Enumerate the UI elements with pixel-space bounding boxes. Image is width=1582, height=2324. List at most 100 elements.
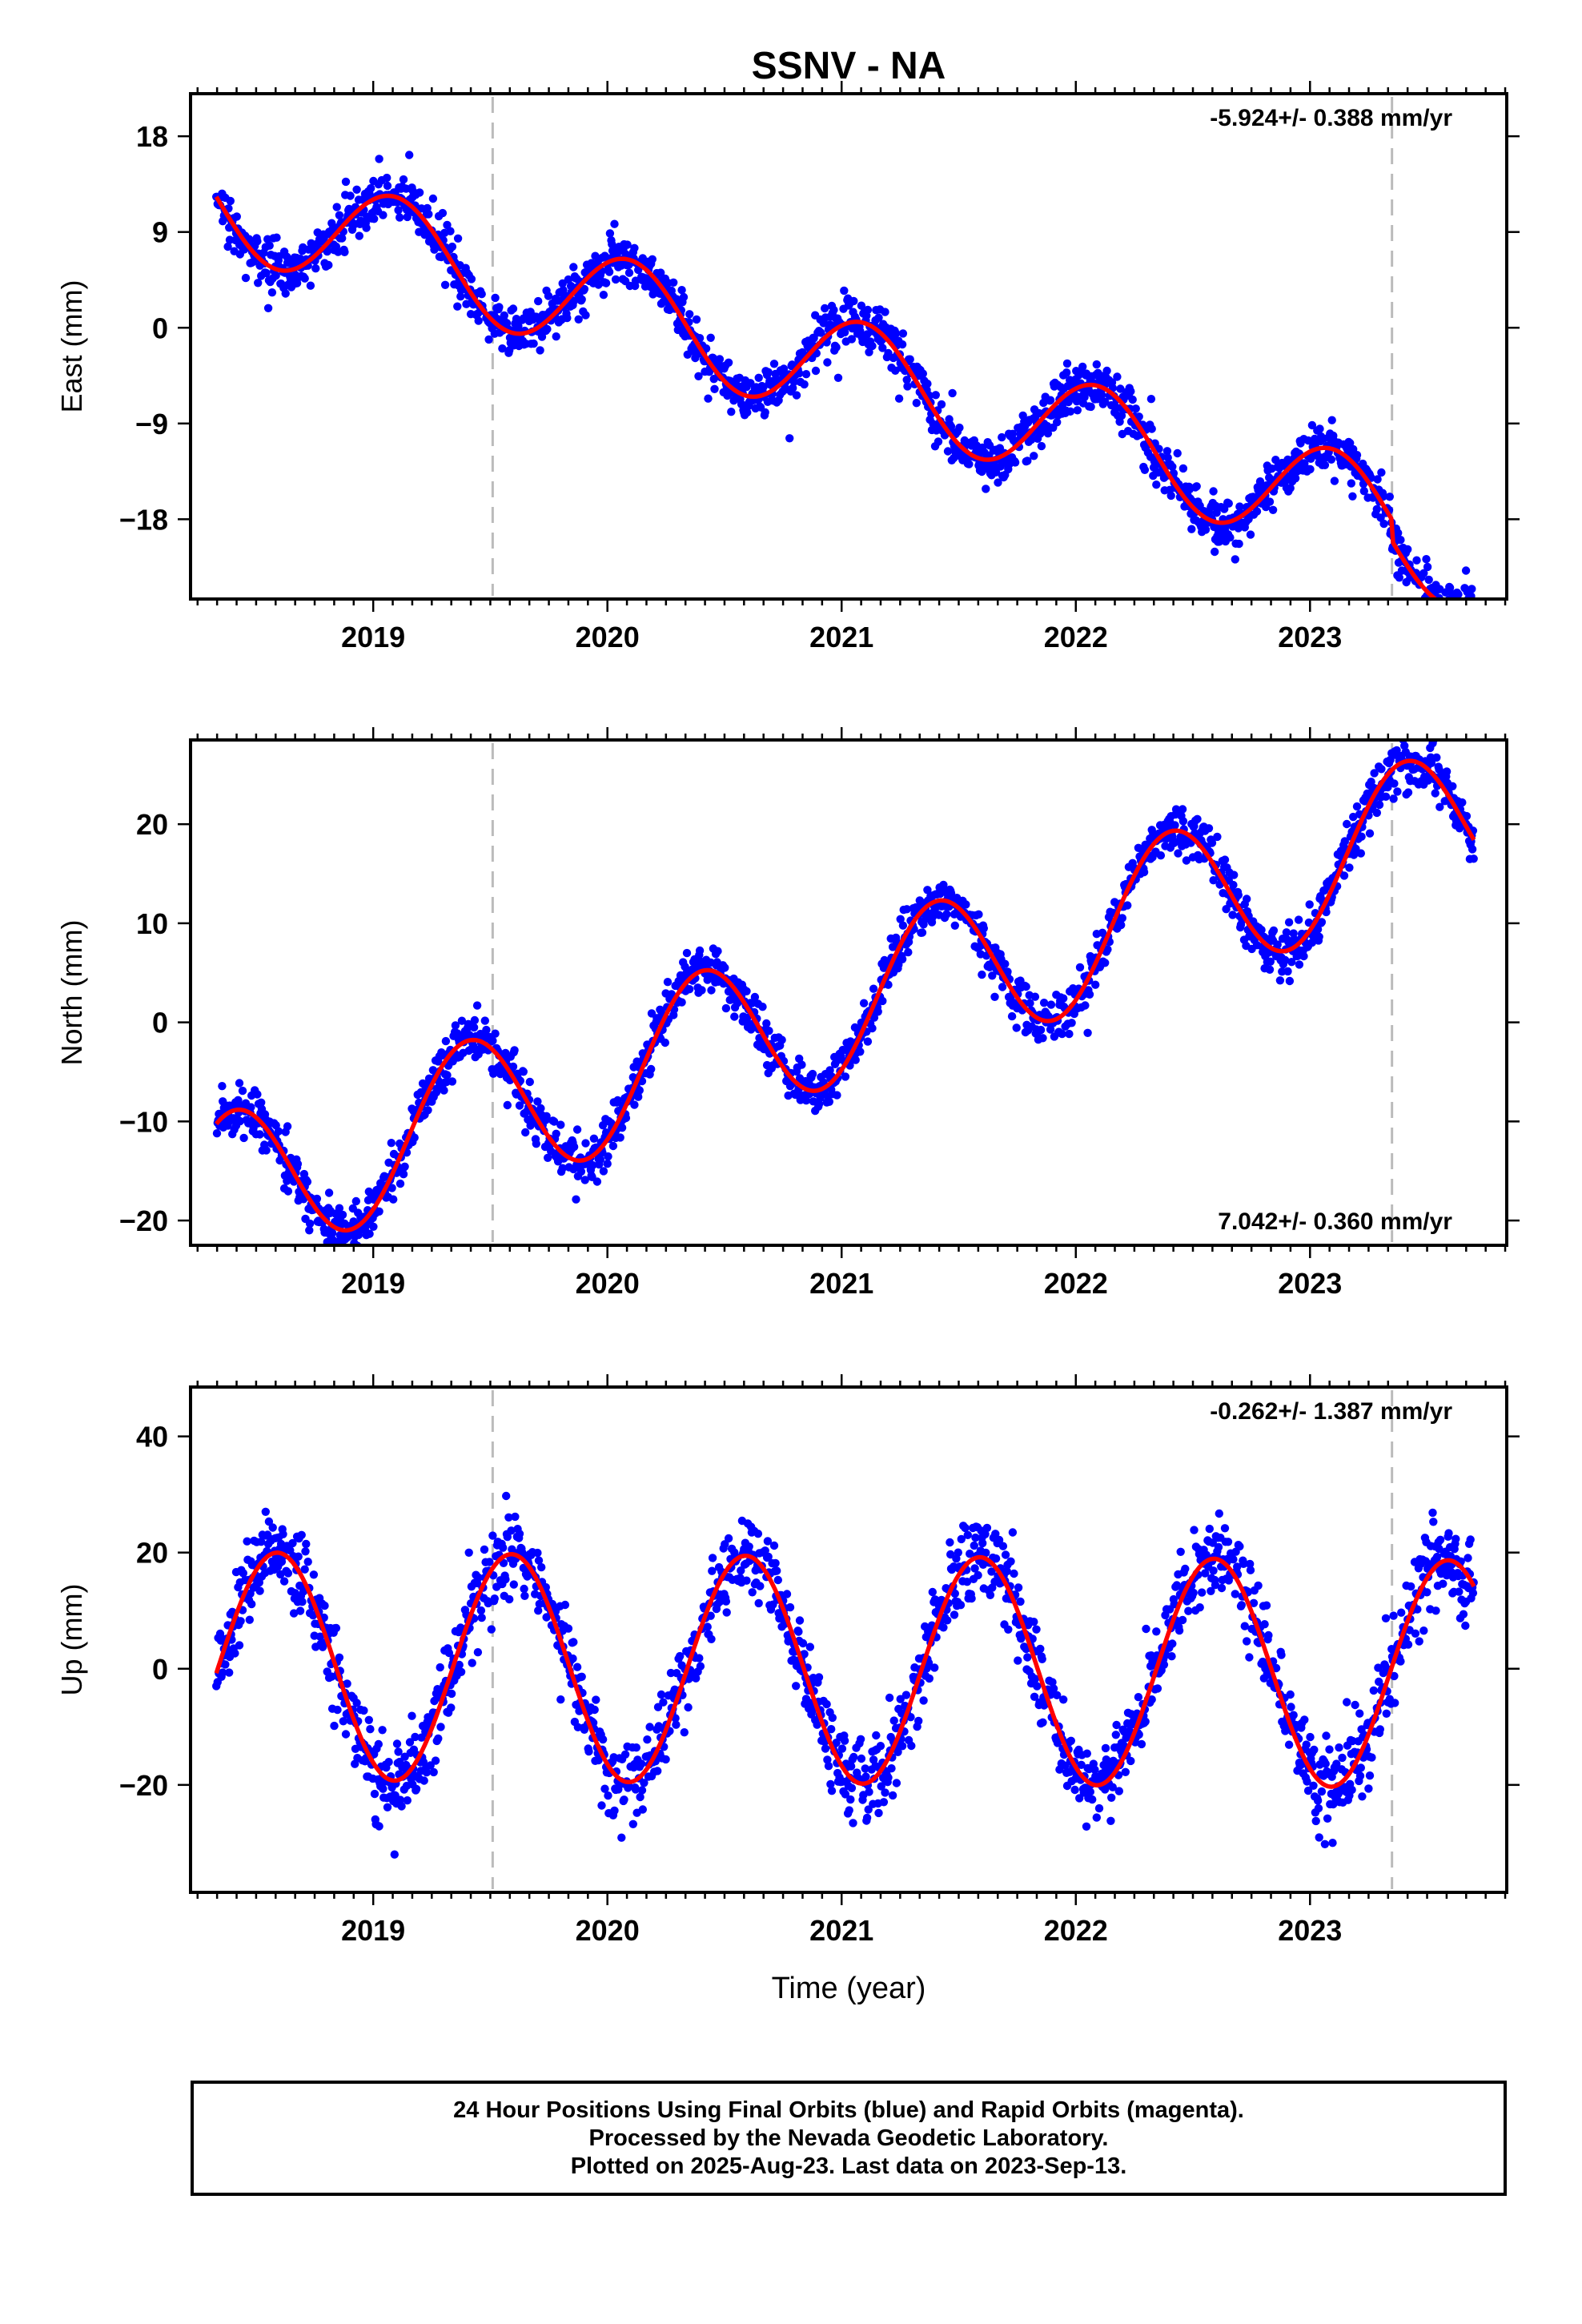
data-point <box>542 1112 551 1121</box>
plot-frame <box>189 738 1508 1247</box>
data-point <box>556 1695 565 1704</box>
data-point <box>1327 416 1336 424</box>
data-point <box>901 1691 911 1699</box>
data-point <box>544 292 553 300</box>
data-point <box>1178 464 1188 473</box>
data-point <box>1356 849 1366 858</box>
data-point <box>448 1077 457 1086</box>
data-point <box>600 1784 609 1793</box>
data-point <box>764 1552 773 1562</box>
data-point <box>283 1122 292 1131</box>
x-tick-label: 2023 <box>1278 1267 1342 1300</box>
data-point <box>685 985 694 994</box>
data-point <box>1117 411 1126 420</box>
data-point <box>333 1705 342 1715</box>
rate-label: 7.042+/- 0.360 mm/yr <box>1218 1208 1452 1235</box>
data-point <box>520 1584 528 1594</box>
data-point <box>302 1539 311 1549</box>
data-point <box>1438 611 1446 619</box>
data-point <box>1046 1025 1055 1034</box>
data-point <box>403 1796 412 1805</box>
data-point <box>724 1534 733 1543</box>
data-point <box>303 1558 312 1566</box>
data-point <box>827 1725 836 1734</box>
data-point <box>312 1194 322 1204</box>
data-point <box>584 1747 593 1756</box>
data-point <box>632 1743 640 1752</box>
data-point <box>1294 915 1303 924</box>
data-point <box>1038 1034 1047 1043</box>
data-point <box>1285 976 1295 986</box>
data-point <box>1307 420 1317 430</box>
data-point <box>390 1850 399 1859</box>
data-point <box>1419 613 1427 621</box>
data-point <box>869 984 878 993</box>
data-point <box>476 1606 486 1615</box>
data-point <box>352 185 361 194</box>
data-point <box>443 220 452 230</box>
data-point <box>1010 1569 1018 1578</box>
data-point <box>389 1195 398 1204</box>
data-point <box>795 369 804 378</box>
data-point <box>1394 529 1403 537</box>
data-point <box>1213 832 1222 842</box>
data-point <box>484 335 493 344</box>
data-point <box>814 1673 824 1682</box>
plot-frame <box>189 92 1508 601</box>
data-point <box>448 242 457 251</box>
data-point <box>519 1068 528 1076</box>
data-point <box>1178 805 1187 814</box>
data-point <box>878 996 887 1006</box>
data-point <box>1448 782 1457 790</box>
data-point <box>370 1789 379 1799</box>
data-point <box>897 955 907 964</box>
data-point <box>1438 615 1446 623</box>
data-point <box>491 293 500 303</box>
data-point <box>580 1176 589 1184</box>
data-point <box>271 271 280 280</box>
data-point <box>709 375 718 384</box>
data-point <box>323 247 331 256</box>
data-point <box>456 1667 466 1676</box>
data-point <box>537 1562 546 1572</box>
data-point <box>502 1491 511 1501</box>
data-point <box>669 278 678 287</box>
data-points <box>212 740 1478 1245</box>
data-point <box>1268 505 1278 514</box>
data-point <box>379 1784 387 1793</box>
data-point <box>480 1016 489 1025</box>
data-point <box>828 1713 837 1723</box>
data-point <box>235 1116 244 1126</box>
data-point <box>262 1146 271 1155</box>
data-point <box>1022 982 1030 991</box>
data-point <box>715 355 725 364</box>
data-point <box>841 1072 850 1081</box>
data-point <box>946 1550 955 1559</box>
data-point <box>352 1699 361 1707</box>
data-point <box>1101 397 1110 406</box>
data-point <box>1257 926 1266 935</box>
data-point <box>1128 395 1137 404</box>
data-point <box>1457 602 1465 610</box>
data-point <box>754 1598 763 1608</box>
data-point <box>1156 851 1166 860</box>
data-point <box>859 999 869 1007</box>
data-point <box>722 1608 731 1617</box>
data-point <box>394 1747 403 1756</box>
data-point <box>1273 940 1282 949</box>
data-point <box>405 151 414 159</box>
data-point <box>814 1100 824 1108</box>
data-point <box>849 1752 858 1762</box>
data-point <box>884 1773 893 1782</box>
data-point <box>737 1566 745 1575</box>
data-point <box>311 264 320 273</box>
data-point <box>903 382 912 391</box>
data-point <box>1456 603 1464 611</box>
data-point <box>514 322 523 331</box>
data-point <box>503 1100 512 1110</box>
data-point <box>846 1762 856 1771</box>
data-point <box>974 910 983 919</box>
data-point <box>1271 456 1280 464</box>
